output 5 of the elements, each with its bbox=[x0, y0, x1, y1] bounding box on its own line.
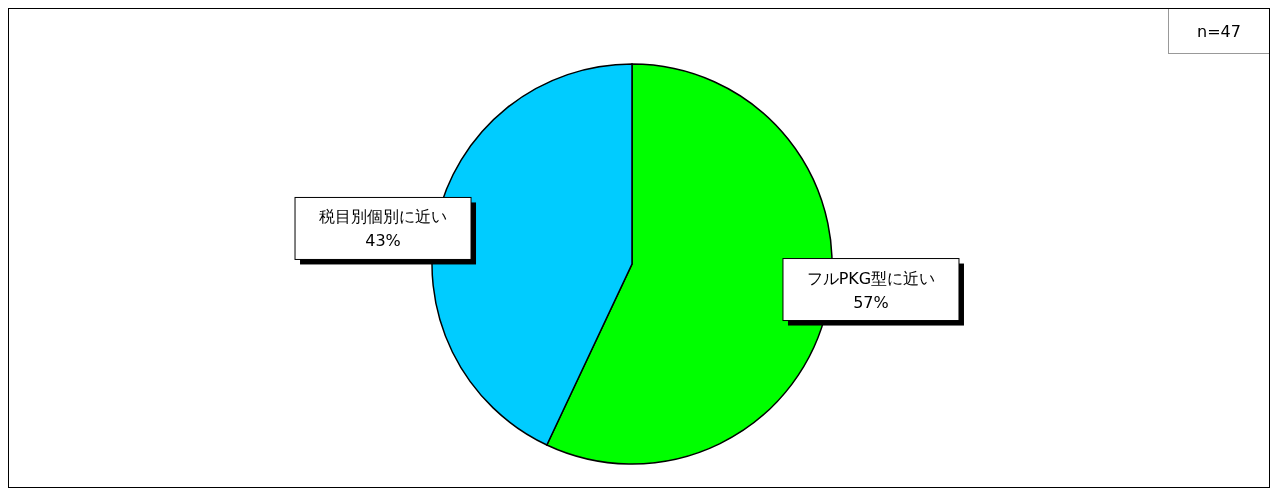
text: n=47 bbox=[1168, 9, 1269, 54]
slice-label: フルPKG型に近い bbox=[806, 268, 936, 288]
slice-label: 税目別個別に近い bbox=[319, 207, 448, 227]
data-label: 57% bbox=[853, 292, 889, 312]
data-label: 43% bbox=[365, 231, 401, 251]
